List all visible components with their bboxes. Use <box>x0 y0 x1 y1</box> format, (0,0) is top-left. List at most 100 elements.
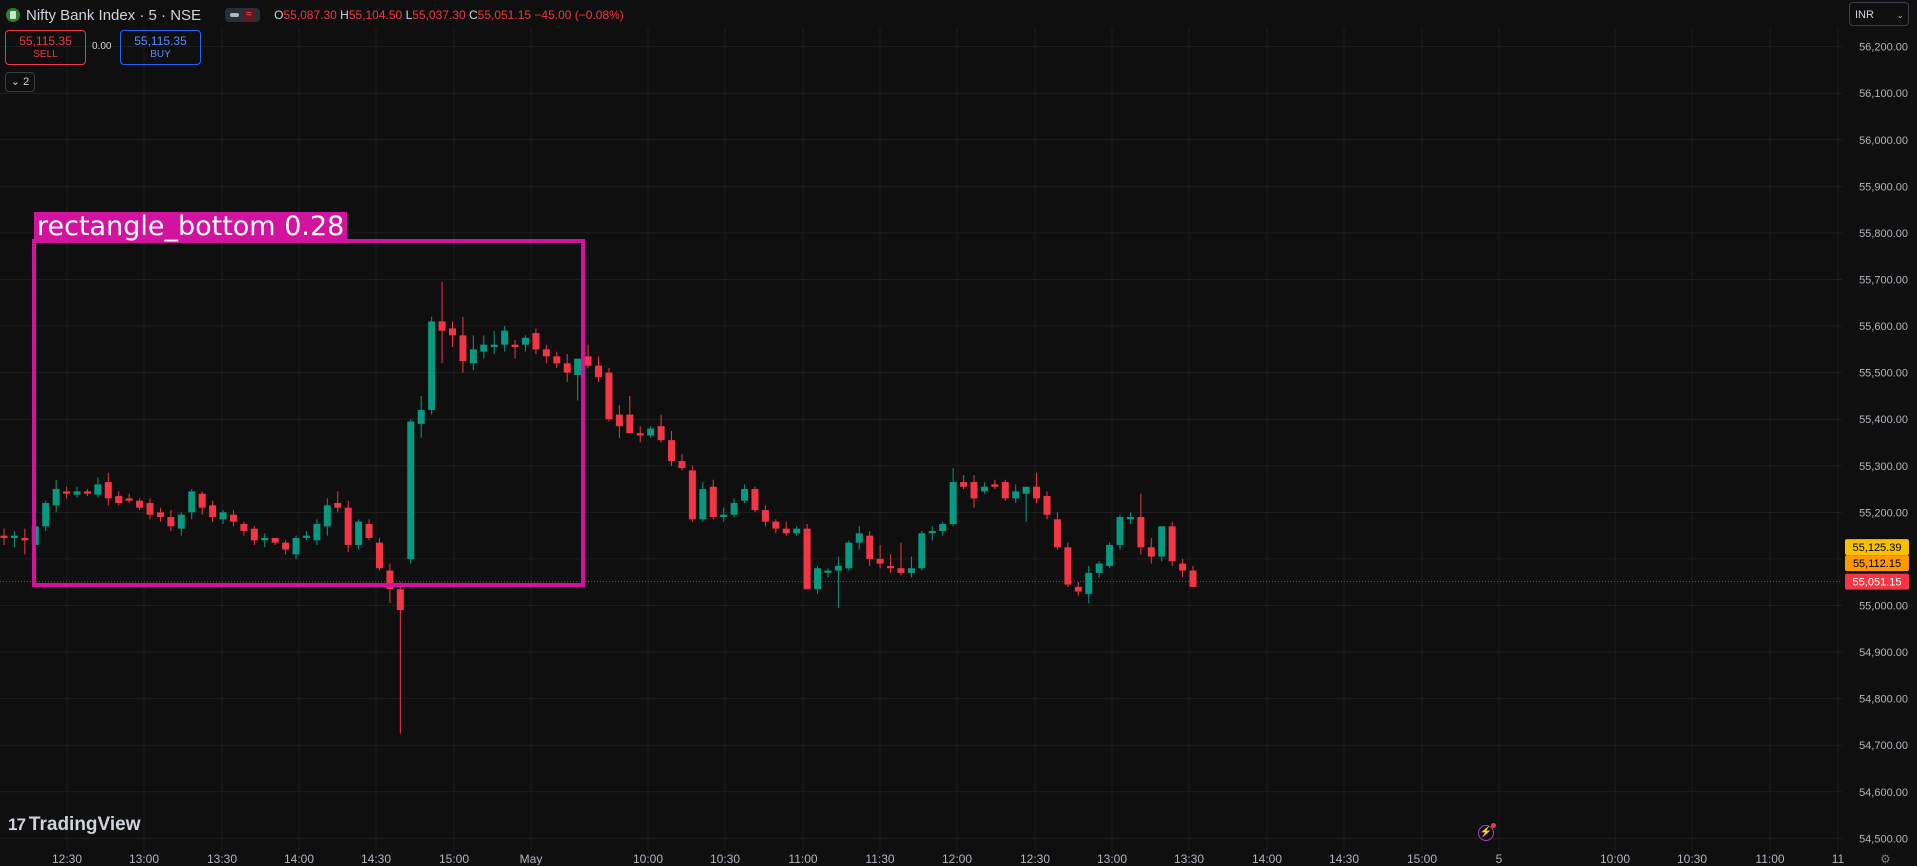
gear-icon[interactable]: ⚙ <box>1880 852 1891 866</box>
price-tick-label: 55,500.00 <box>1859 368 1908 380</box>
candle <box>970 475 978 508</box>
candle <box>772 519 780 534</box>
price-axis[interactable]: 54,500.00 54,600.00 54,700.00 54,800.00 54,9… <box>1859 42 1908 846</box>
candle-body <box>334 503 342 508</box>
candle <box>688 465 696 522</box>
candle <box>1001 479 1009 501</box>
candle-body <box>469 349 477 364</box>
candle-body <box>678 461 686 469</box>
candle-body <box>428 321 436 410</box>
candle-body <box>741 489 749 501</box>
candle-body <box>1064 547 1072 585</box>
candle-body <box>522 337 529 345</box>
time-axis[interactable]: 12:30 13:00 13:30 14:00 14:30 15:00 May 10:00 10… <box>52 852 1845 865</box>
indicator-toggle-button[interactable]: ⌄ 2 <box>5 72 35 92</box>
legend-header: Nifty Bank Index · 5 · NSE ≈ O55,087.30 … <box>6 5 624 25</box>
candle-body <box>751 489 759 511</box>
price-tick-label: 55,200.00 <box>1859 507 1908 519</box>
candle <box>417 395 425 438</box>
candle-body <box>907 568 915 573</box>
time-tick-label: 12:30 <box>52 852 82 865</box>
candle <box>459 316 467 373</box>
price-tag-ask: 55,112.15 <box>1853 558 1901 570</box>
candle-body <box>292 537 300 555</box>
candle <box>334 491 342 513</box>
candle-body <box>219 512 227 520</box>
candle <box>1137 493 1145 555</box>
candle-body <box>626 414 634 434</box>
candle <box>73 486 81 498</box>
last-price-tag: 55,051.15 <box>1853 577 1902 589</box>
candle-body <box>772 521 780 529</box>
time-tick-label: 15:00 <box>1407 852 1437 865</box>
symbol-title[interactable]: Nifty Bank Index · 5 · NSE <box>26 6 202 24</box>
candle <box>678 454 686 471</box>
candle <box>1074 582 1082 597</box>
candle-body <box>156 512 164 518</box>
buy-button[interactable]: 55,115.35 BUY <box>120 30 201 65</box>
time-tick-label: May <box>520 852 543 865</box>
candle-body <box>928 530 936 534</box>
price-tick-label: 54,500.00 <box>1859 833 1908 845</box>
candle-body <box>1106 544 1114 566</box>
tradingview-logo[interactable]: 17 TradingView <box>8 814 141 836</box>
candle-body <box>459 335 467 361</box>
time-tick-label: 11:00 <box>1755 852 1784 865</box>
price-tick-label: 55,000.00 <box>1859 600 1908 612</box>
candle-body <box>104 482 112 499</box>
price-tick-label: 55,600.00 <box>1859 321 1908 333</box>
time-tick-label: 14:00 <box>1252 852 1282 865</box>
candle-body <box>532 333 540 350</box>
candle-body <box>866 535 874 559</box>
lightning-icon[interactable]: ⚡ <box>1478 823 1496 841</box>
candle-body <box>1116 517 1124 545</box>
candle-body <box>647 428 655 436</box>
price-tags: 55,125.39 55,112.15 55,051.15 <box>1845 539 1909 590</box>
candle <box>292 535 300 559</box>
spread-value: 0.00 <box>92 41 112 52</box>
time-tick-label: 5 <box>1496 852 1503 865</box>
candle-body <box>1074 586 1082 592</box>
candle <box>188 489 196 520</box>
candle-body <box>177 514 185 529</box>
candle <box>136 498 144 511</box>
candle <box>542 344 550 364</box>
candle-body <box>209 505 217 518</box>
candle <box>928 526 936 541</box>
candle-body <box>375 542 383 569</box>
candle <box>63 486 71 499</box>
currency-select[interactable]: INR ⌄ <box>1849 2 1909 26</box>
candle-body <box>1147 547 1155 557</box>
time-tick-label: 11:30 <box>865 852 894 865</box>
time-tick-label: 15:00 <box>439 852 469 865</box>
candle-body <box>699 489 707 520</box>
candle-body <box>657 426 665 441</box>
time-tick-label: 12:30 <box>1020 852 1050 865</box>
candle <box>438 281 446 364</box>
visibility-toggle[interactable]: ≈ <box>225 8 261 22</box>
candle <box>250 526 258 545</box>
candle <box>501 326 509 352</box>
candle <box>532 328 540 355</box>
candle <box>480 335 488 359</box>
candle <box>1033 472 1041 504</box>
chevron-down-icon: ⌄ <box>1896 10 1904 20</box>
time-tick-label: 13:30 <box>207 852 237 865</box>
candle-body <box>52 489 60 506</box>
candle-body <box>939 523 947 531</box>
candle <box>229 510 237 527</box>
candle <box>240 521 248 536</box>
candle-body <box>876 558 884 564</box>
candle-body <box>83 491 91 494</box>
price-tag-ask-bg <box>1845 555 1909 572</box>
candle <box>1147 537 1155 564</box>
sell-button[interactable]: 55,115.35 SELL <box>5 30 86 65</box>
candle <box>553 351 561 368</box>
candle <box>396 582 404 734</box>
candle <box>323 498 331 536</box>
time-tick-label: 10:00 <box>633 852 663 865</box>
candle <box>511 340 519 359</box>
candle-body <box>1189 570 1197 587</box>
candle <box>949 468 957 527</box>
